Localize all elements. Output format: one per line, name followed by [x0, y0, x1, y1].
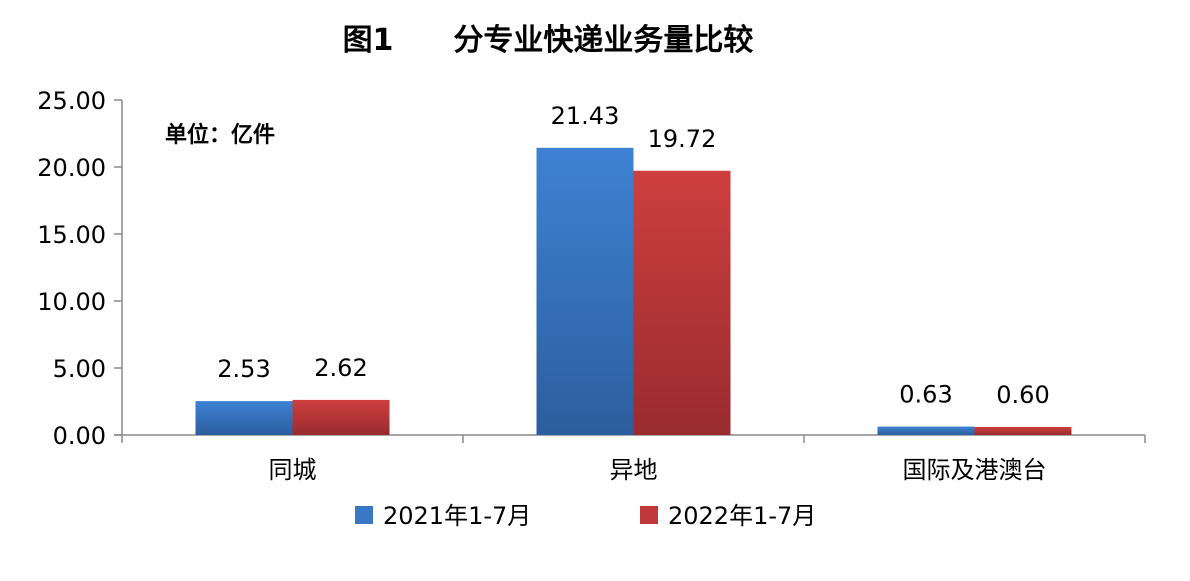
bar-series-2021 [877, 426, 975, 435]
y-tick-label: 10.00 [37, 288, 106, 316]
x-category-label: 同城 [269, 456, 317, 484]
bar-series-2022 [292, 399, 390, 435]
bar-series-2021 [536, 147, 634, 435]
legend-swatch [640, 506, 658, 524]
data-label: 19.72 [648, 125, 717, 153]
data-label: 0.63 [899, 381, 952, 409]
data-label: 0.60 [996, 381, 1049, 409]
y-tick-label: 25.00 [37, 87, 106, 115]
y-tick-label: 15.00 [37, 221, 106, 249]
y-tick-label: 5.00 [53, 355, 106, 383]
x-category-label: 异地 [610, 456, 658, 484]
bar-series-2022 [633, 170, 731, 435]
axes: 0.00 5.00 10.00 15.00 20.00 25.00 同城 异地 国际及港澳台 [37, 87, 1146, 484]
legend: 2021年1-7月 2022年1-7月 [355, 502, 816, 530]
y-tick-label: 0.00 [53, 422, 106, 450]
bar-series-2021 [195, 401, 293, 435]
data-labels-group: 2.53 2.62 21.43 19.72 0.63 0.60 [217, 102, 1049, 409]
x-category-label: 国际及港澳台 [903, 456, 1047, 484]
bars-group [195, 147, 1072, 435]
data-label: 2.62 [314, 354, 367, 382]
legend-label: 2022年1-7月 [668, 502, 816, 530]
legend-swatch [355, 506, 373, 524]
bar-series-2022 [974, 426, 1072, 435]
chart-title: 图1 分专业快递业务量比较 [343, 23, 754, 58]
y-tick-label: 20.00 [37, 154, 106, 182]
data-label: 2.53 [217, 355, 270, 383]
unit-label: 单位：亿件 [165, 122, 275, 148]
legend-label: 2021年1-7月 [383, 502, 531, 530]
data-label: 21.43 [551, 102, 620, 130]
